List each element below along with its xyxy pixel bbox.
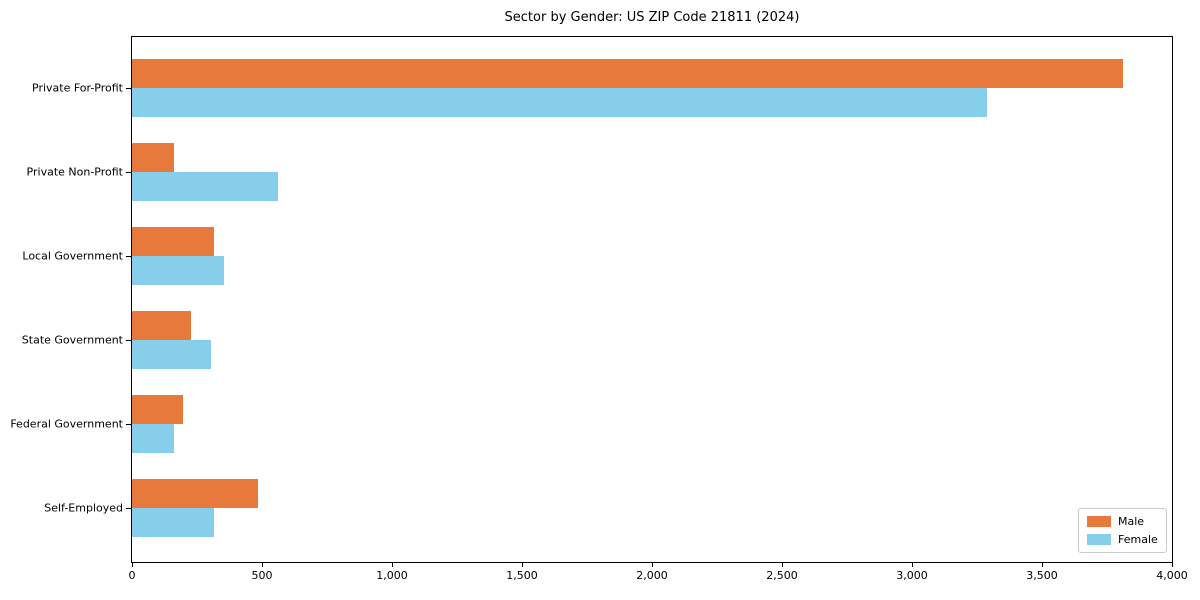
y-tick-state-government (126, 340, 131, 341)
y-axis-label-local-government: Local Government (22, 249, 123, 263)
x-tick-label-4000: 4,000 (1156, 569, 1188, 582)
bar-female-self-employed (132, 508, 214, 537)
x-tick-500 (261, 563, 263, 567)
bar-male-federal-government (132, 395, 183, 424)
bar-male-local-government (132, 227, 214, 256)
bar-female-private-for-profit (132, 88, 988, 117)
x-tick-label-500: 500 (251, 569, 273, 582)
chart-title: Sector by Gender: US ZIP Code 21811 (202… (504, 10, 800, 25)
x-tick-0 (131, 563, 133, 567)
y-tick-private-non-profit (126, 172, 131, 173)
bar-male-self-employed (132, 479, 259, 508)
x-tick-2000 (651, 563, 653, 567)
x-tick-1500 (521, 563, 523, 567)
bar-female-state-government (132, 340, 212, 369)
x-tick-label-2000: 2,000 (636, 569, 668, 582)
bar-male-private-for-profit (132, 59, 1123, 88)
x-tick-label-2500: 2,500 (766, 569, 798, 582)
legend-row-male: Male (1087, 515, 1158, 528)
x-tick-4000 (1171, 563, 1173, 567)
x-tick-label-3500: 3,500 (1026, 569, 1058, 582)
x-tick-2500 (781, 563, 783, 567)
y-tick-self-employed (126, 508, 131, 509)
x-tick-3000 (911, 563, 913, 567)
bar-male-private-non-profit (132, 143, 174, 172)
bar-female-local-government (132, 256, 225, 285)
x-tick-label-1000: 1,000 (376, 569, 408, 582)
y-tick-local-government (126, 256, 131, 257)
bar-female-federal-government (132, 424, 174, 453)
legend-label-male: Male (1118, 515, 1145, 528)
y-axis-label-self-employed: Self-Employed (44, 501, 123, 515)
y-tick-private-for-profit (126, 88, 131, 89)
y-axis-label-federal-government: Federal Government (10, 417, 123, 431)
y-axis-label-private-for-profit: Private For-Profit (32, 81, 123, 95)
bar-male-state-government (132, 311, 191, 340)
plot-area (131, 36, 1173, 563)
male-swatch-icon (1087, 516, 1111, 527)
y-tick-federal-government (126, 424, 131, 425)
x-tick-1000 (391, 563, 393, 567)
y-axis-label-state-government: State Government (21, 333, 123, 347)
x-tick-label-1500: 1,500 (506, 569, 538, 582)
legend-row-female: Female (1087, 533, 1158, 546)
y-axis-label-private-non-profit: Private Non-Profit (26, 165, 123, 179)
legend: Male Female (1078, 508, 1167, 553)
legend-label-female: Female (1118, 533, 1158, 546)
x-tick-label-0: 0 (128, 569, 136, 582)
female-swatch-icon (1087, 534, 1111, 545)
x-tick-label-3000: 3,000 (896, 569, 928, 582)
bar-female-private-non-profit (132, 172, 278, 201)
x-tick-3500 (1041, 563, 1043, 567)
